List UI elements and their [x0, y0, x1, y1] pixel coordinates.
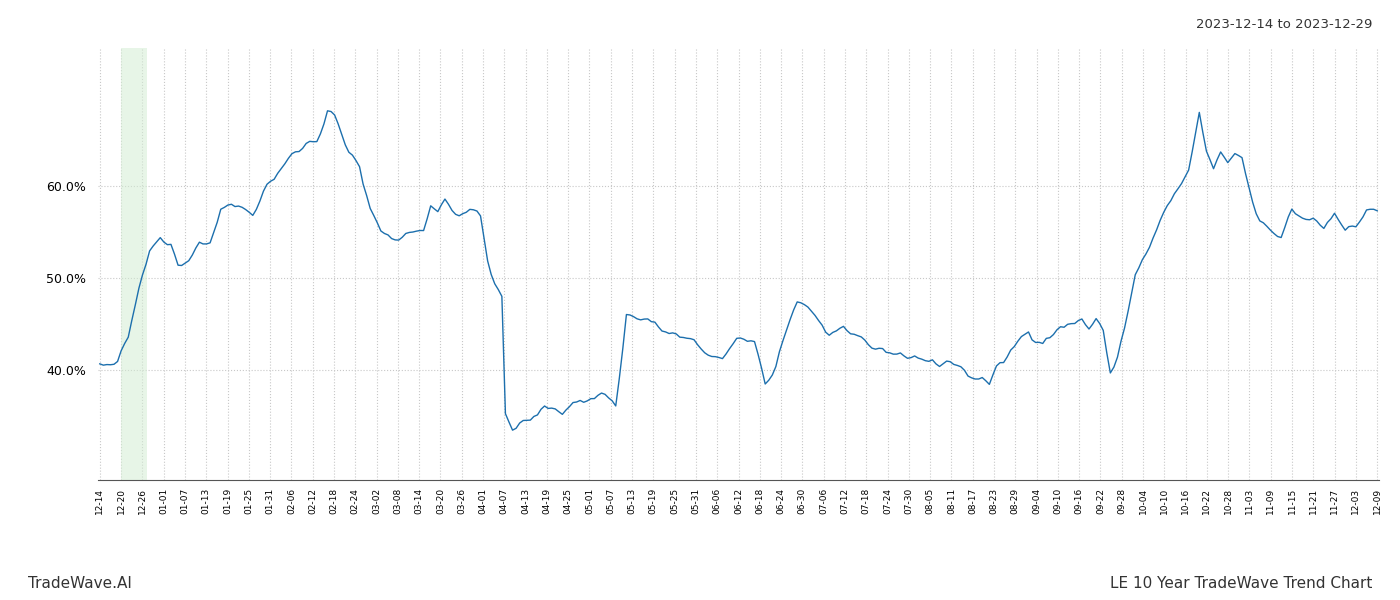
Text: TradeWave.AI: TradeWave.AI: [28, 576, 132, 591]
Bar: [120, 48, 147, 480]
Text: LE 10 Year TradeWave Trend Chart: LE 10 Year TradeWave Trend Chart: [1110, 576, 1372, 591]
Text: 2023-12-14 to 2023-12-29: 2023-12-14 to 2023-12-29: [1196, 18, 1372, 31]
